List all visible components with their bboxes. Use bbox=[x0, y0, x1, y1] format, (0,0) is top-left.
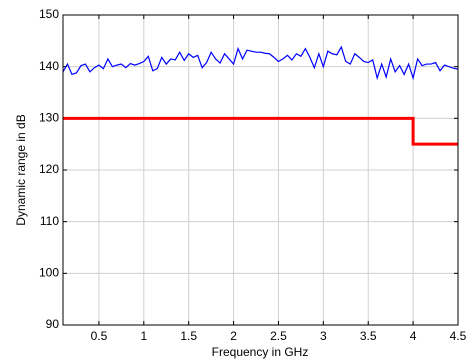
y-tick-label: 150 bbox=[39, 7, 59, 21]
x-tick-label: 1.5 bbox=[180, 329, 197, 343]
y-tick-label: 140 bbox=[39, 59, 59, 73]
x-tick-label: 2.5 bbox=[270, 329, 287, 343]
x-axis-label: Frequency in GHz bbox=[212, 345, 309, 359]
x-tick-label: 4.5 bbox=[450, 329, 467, 343]
x-tick-label: 3.5 bbox=[360, 329, 377, 343]
data-line bbox=[62, 45, 459, 81]
y-tick-label: 110 bbox=[40, 214, 59, 228]
x-tick-label: 1 bbox=[140, 329, 147, 343]
y-axis-label: Dynamic range in dB bbox=[14, 114, 28, 225]
x-tick-label: 2 bbox=[230, 329, 237, 343]
y-tick-label: 90 bbox=[46, 317, 60, 331]
plot-frame bbox=[62, 14, 459, 326]
x-tick-label: 0.5 bbox=[91, 329, 108, 343]
data-line bbox=[63, 116, 458, 146]
y-tick-label: 130 bbox=[39, 111, 59, 125]
y-tick-label: 120 bbox=[39, 162, 59, 176]
y-tick-label: 100 bbox=[39, 266, 59, 280]
x-tick-label: 4 bbox=[410, 329, 417, 343]
x-tick-label: 3 bbox=[320, 329, 327, 343]
